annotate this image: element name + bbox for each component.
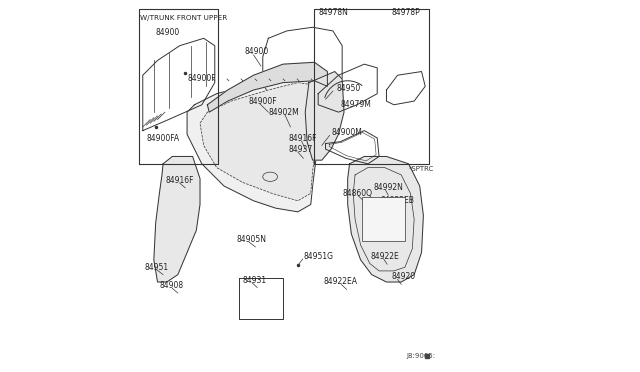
Text: *SPTRC: *SPTRC [408,166,434,172]
Text: 84916F: 84916F [166,176,194,185]
Text: 84993: 84993 [362,207,387,217]
Text: 84902M: 84902M [268,108,299,117]
Text: 84900F: 84900F [248,97,276,106]
Polygon shape [187,75,335,212]
Text: 84905N: 84905N [237,235,267,244]
Polygon shape [200,83,328,201]
Polygon shape [348,157,424,282]
Text: 84860Q: 84860Q [342,189,372,198]
Ellipse shape [263,172,278,182]
Text: 84978N: 84978N [318,8,348,17]
Text: 84950: 84950 [337,84,361,93]
Text: 84908: 84908 [159,281,184,290]
Text: 84916F: 84916F [289,134,317,142]
Text: 84937: 84937 [289,145,313,154]
Bar [362,197,405,241]
Text: 84951: 84951 [145,263,169,272]
Text: 84900: 84900 [244,47,269,56]
Text: W/TRUNK FRONT UPPER: W/TRUNK FRONT UPPER [140,15,227,21]
Text: 84920: 84920 [392,272,416,281]
Text: 84900M: 84900M [331,128,362,137]
Polygon shape [207,62,328,112]
Text: 84922EB: 84922EB [381,196,415,205]
Text: 84978P: 84978P [392,8,420,17]
Polygon shape [305,71,344,160]
Text: 84951G: 84951G [303,251,333,261]
Text: 84931: 84931 [243,276,267,285]
Text: 84992N: 84992N [374,183,403,192]
Text: 84979M: 84979M [340,100,371,109]
Text: 84922E: 84922E [371,251,400,261]
Text: 84922EC: 84922EC [368,220,402,229]
Text: 84900: 84900 [156,28,180,37]
Text: 84900FA: 84900FA [147,134,180,142]
Text: 84900F: 84900F [187,74,216,83]
Text: 84922EA: 84922EA [324,278,358,286]
Text: J8:9005:: J8:9005: [407,353,436,359]
Polygon shape [154,157,200,282]
